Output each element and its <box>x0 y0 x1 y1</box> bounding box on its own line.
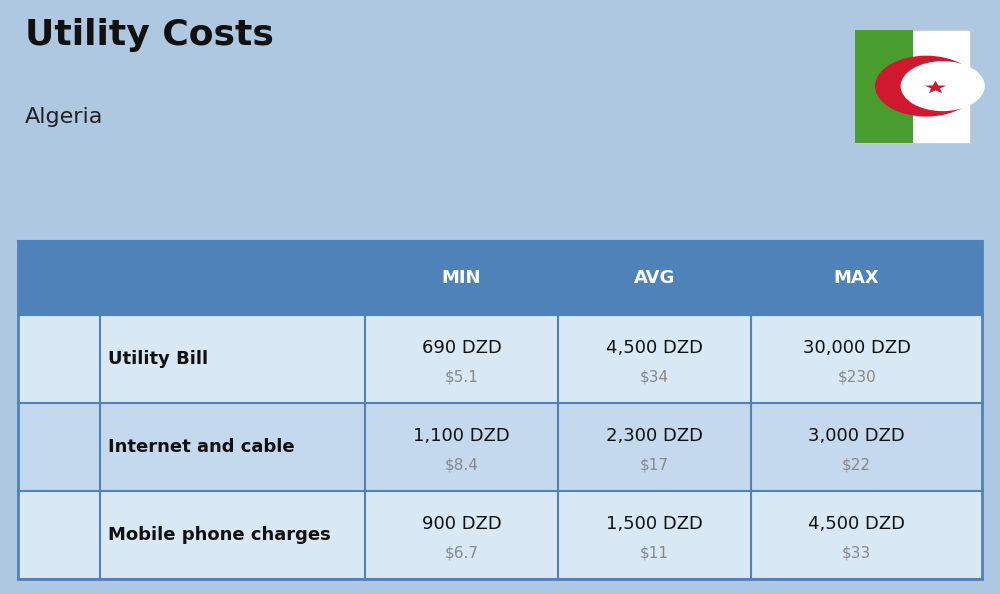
FancyBboxPatch shape <box>25 499 93 571</box>
Text: 30,000 DZD: 30,000 DZD <box>803 339 911 356</box>
Text: Utility Bill: Utility Bill <box>108 350 208 368</box>
Text: MAX: MAX <box>834 269 879 287</box>
Text: 900 DZD: 900 DZD <box>422 514 501 533</box>
Circle shape <box>901 61 985 111</box>
Text: MIN: MIN <box>442 269 481 287</box>
Text: 4,500 DZD: 4,500 DZD <box>808 514 905 533</box>
Text: 2,300 DZD: 2,300 DZD <box>606 426 703 445</box>
Text: $17: $17 <box>640 457 669 472</box>
Polygon shape <box>925 81 946 93</box>
Text: $6.7: $6.7 <box>444 545 478 560</box>
Circle shape <box>875 56 978 116</box>
Text: $11: $11 <box>640 545 669 560</box>
Text: 3,000 DZD: 3,000 DZD <box>808 426 905 445</box>
Text: Internet and cable: Internet and cable <box>108 438 294 456</box>
FancyBboxPatch shape <box>25 323 93 395</box>
Polygon shape <box>855 30 912 143</box>
FancyBboxPatch shape <box>25 411 93 483</box>
Text: AVG: AVG <box>634 269 675 287</box>
Polygon shape <box>855 30 970 143</box>
Text: $230: $230 <box>837 369 876 384</box>
Text: 1,100 DZD: 1,100 DZD <box>413 426 510 445</box>
Text: Algeria: Algeria <box>25 107 103 127</box>
Text: $5.1: $5.1 <box>445 369 478 384</box>
Text: $8.4: $8.4 <box>445 457 478 472</box>
Text: $22: $22 <box>842 457 871 472</box>
Text: $34: $34 <box>640 369 669 384</box>
Text: 1,500 DZD: 1,500 DZD <box>606 514 703 533</box>
Text: 4,500 DZD: 4,500 DZD <box>606 339 703 356</box>
Text: $33: $33 <box>842 545 871 560</box>
Text: 690 DZD: 690 DZD <box>422 339 501 356</box>
Text: Mobile phone charges: Mobile phone charges <box>108 526 330 544</box>
Text: Utility Costs: Utility Costs <box>25 18 274 52</box>
